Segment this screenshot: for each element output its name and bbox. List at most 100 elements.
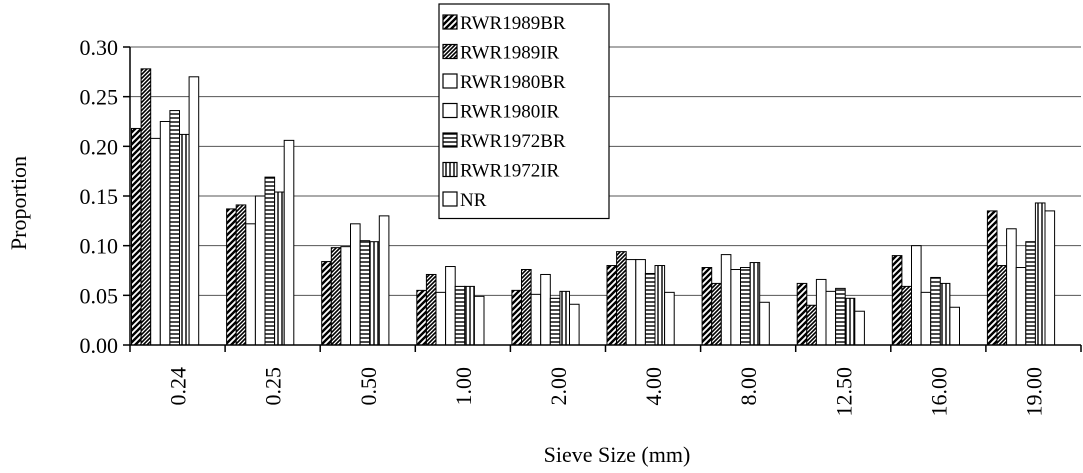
bar xyxy=(664,291,675,346)
y-tick-label: 0.05 xyxy=(80,283,119,308)
bar xyxy=(901,285,913,346)
x-tick-label: 19.00 xyxy=(1021,367,1046,417)
x-tick-label: 0.25 xyxy=(261,367,286,406)
bar xyxy=(616,251,627,346)
legend-label: RWR1972IR xyxy=(460,161,560,182)
bar xyxy=(815,278,827,346)
bar xyxy=(454,285,466,346)
bar xyxy=(540,273,551,346)
bar xyxy=(701,267,713,346)
legend-swatch xyxy=(442,191,458,207)
bar xyxy=(891,255,903,346)
bar xyxy=(835,287,846,346)
bar xyxy=(235,204,247,346)
bar xyxy=(854,310,865,346)
x-tick-label: 8.00 xyxy=(736,367,761,406)
bar xyxy=(369,241,380,346)
bar xyxy=(245,223,256,346)
bar xyxy=(264,176,276,346)
legend-label: RWR1980IR xyxy=(460,102,560,123)
x-tick-label: 0.24 xyxy=(166,367,191,406)
bar xyxy=(759,301,770,346)
bar xyxy=(1034,202,1046,346)
legend-swatch xyxy=(442,73,458,89)
bar xyxy=(473,295,485,346)
bar xyxy=(359,240,371,346)
bar xyxy=(625,259,637,346)
bar xyxy=(806,304,817,346)
bar xyxy=(996,265,1008,346)
y-axis-title: Proportion xyxy=(6,156,31,250)
bar xyxy=(150,137,161,346)
bar xyxy=(530,293,542,346)
bar xyxy=(464,285,475,346)
bar xyxy=(606,265,618,346)
legend-label: RWR1972BR xyxy=(460,131,566,152)
bar xyxy=(378,215,390,346)
bar xyxy=(169,110,180,346)
bar xyxy=(511,289,522,346)
bar xyxy=(425,273,437,346)
bar xyxy=(274,191,285,346)
legend-label: NR xyxy=(460,190,487,211)
bar xyxy=(254,195,266,346)
bar xyxy=(711,282,722,346)
bar xyxy=(825,290,837,346)
bar xyxy=(740,267,751,346)
legend-swatch xyxy=(442,102,458,119)
x-tick-label: 1.00 xyxy=(451,367,476,406)
x-axis-title: Sieve Size (mm) xyxy=(544,442,691,467)
bar xyxy=(911,245,922,346)
bar xyxy=(416,289,427,346)
legend-swatch xyxy=(442,161,458,178)
bar xyxy=(720,254,732,346)
legend-swatch xyxy=(442,132,458,148)
bar xyxy=(1015,267,1027,346)
bar xyxy=(340,246,351,346)
bar xyxy=(569,303,580,346)
x-tick-label: 0.50 xyxy=(356,367,381,406)
bar xyxy=(635,259,646,346)
bar xyxy=(844,297,856,346)
bar xyxy=(796,282,808,346)
bar xyxy=(1044,210,1056,346)
x-tick-labels: 0.24 0.25 0.50 1.00 2.00 4.00 8.00 12.50 16.00 19… xyxy=(166,367,1047,417)
bar xyxy=(749,262,761,346)
legend-swatch xyxy=(442,43,458,60)
bar xyxy=(350,223,361,346)
bar xyxy=(321,261,332,346)
bar xyxy=(1025,241,1036,346)
y-tick-label: 0.25 xyxy=(80,85,119,110)
bar xyxy=(521,269,532,346)
legend-label: RWR1989IR xyxy=(460,43,560,64)
bar xyxy=(445,266,456,346)
y-tick-labels: 0.00 0.05 0.10 0.15 0.20 0.25 0.30 xyxy=(80,35,119,358)
y-tick-label: 0.10 xyxy=(80,234,119,259)
bar xyxy=(730,269,742,346)
legend-label: RWR1989BR xyxy=(460,13,566,34)
bar xyxy=(949,306,961,346)
bar xyxy=(986,210,998,346)
bar xyxy=(549,297,561,346)
axes xyxy=(123,46,1082,352)
bar xyxy=(159,121,171,346)
bar xyxy=(559,290,571,346)
bar xyxy=(435,291,447,346)
bar xyxy=(920,291,932,346)
x-tick-label: 12.50 xyxy=(831,367,856,417)
y-tick-label: 0.15 xyxy=(80,184,119,209)
bar xyxy=(644,272,656,346)
legend-swatch xyxy=(442,14,458,30)
y-tick-label: 0.20 xyxy=(80,134,119,159)
bar xyxy=(226,208,237,346)
legend-label: RWR1980BR xyxy=(460,72,566,93)
legend-box xyxy=(438,3,610,220)
bar xyxy=(283,139,295,346)
bar xyxy=(654,265,666,346)
x-tick-label: 2.00 xyxy=(546,367,571,406)
bar xyxy=(179,133,190,346)
bar xyxy=(140,68,152,346)
x-tick-label: 16.00 xyxy=(926,367,951,417)
y-tick-label: 0.00 xyxy=(80,333,119,358)
bar xyxy=(930,276,941,346)
